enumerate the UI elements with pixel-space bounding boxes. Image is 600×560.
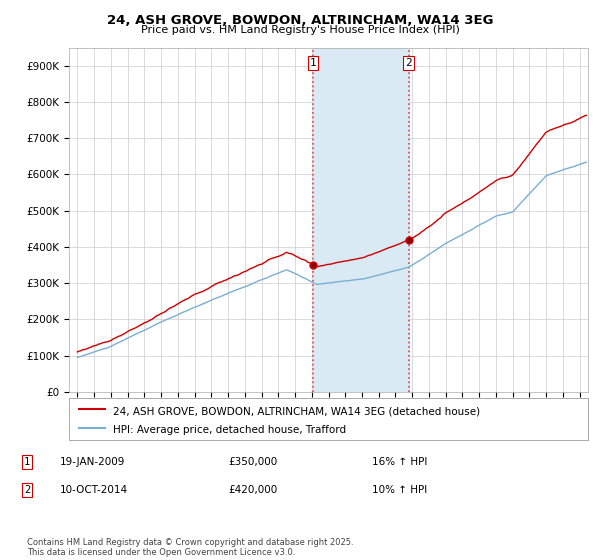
Text: 24, ASH GROVE, BOWDON, ALTRINCHAM, WA14 3EG: 24, ASH GROVE, BOWDON, ALTRINCHAM, WA14 … xyxy=(107,14,493,27)
Text: 2: 2 xyxy=(405,58,412,68)
Bar xyxy=(313,48,409,392)
Text: Contains HM Land Registry data © Crown copyright and database right 2025.
This d: Contains HM Land Registry data © Crown c… xyxy=(27,538,353,557)
Text: 24, ASH GROVE, BOWDON, ALTRINCHAM, WA14 3EG (detached house): 24, ASH GROVE, BOWDON, ALTRINCHAM, WA14 … xyxy=(113,406,480,416)
Text: 16% ↑ HPI: 16% ↑ HPI xyxy=(372,457,427,467)
Text: 19-JAN-2009: 19-JAN-2009 xyxy=(60,457,125,467)
Text: Price paid vs. HM Land Registry's House Price Index (HPI): Price paid vs. HM Land Registry's House … xyxy=(140,25,460,35)
Text: £420,000: £420,000 xyxy=(228,485,277,495)
Text: 10-OCT-2014: 10-OCT-2014 xyxy=(60,485,128,495)
Text: 1: 1 xyxy=(309,58,316,68)
Text: £350,000: £350,000 xyxy=(228,457,277,467)
Text: 1: 1 xyxy=(24,457,30,467)
Text: HPI: Average price, detached house, Trafford: HPI: Average price, detached house, Traf… xyxy=(113,424,346,435)
Text: 2: 2 xyxy=(24,485,30,495)
Text: 10% ↑ HPI: 10% ↑ HPI xyxy=(372,485,427,495)
